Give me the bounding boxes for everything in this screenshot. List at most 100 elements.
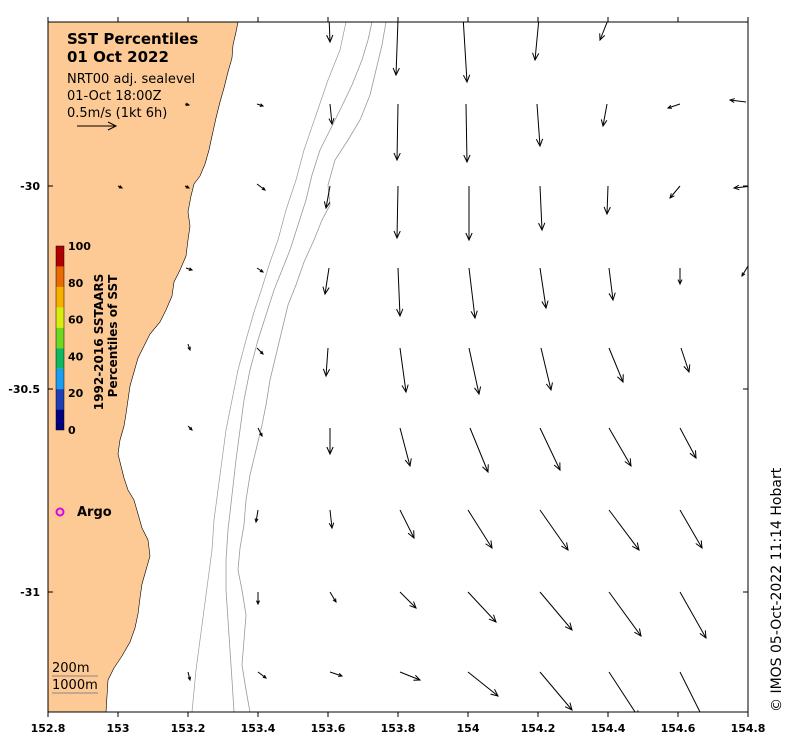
current-vector-arrow	[732, 184, 748, 191]
x-tick-label: 153	[107, 722, 130, 735]
current-vector-arrow	[399, 591, 417, 609]
colorbar-title-line2: Percentiles of SST	[106, 274, 120, 397]
current-vector-arrow	[679, 671, 701, 712]
current-vector-arrow	[539, 591, 573, 631]
x-tick-label: 152.8	[31, 722, 66, 735]
product-label: NRT00 adj. sealevel	[67, 72, 195, 87]
current-vector-arrow	[399, 347, 409, 394]
current-vector-arrow	[468, 267, 478, 320]
current-vector-arrow	[399, 427, 412, 468]
current-vector-arrow	[393, 103, 401, 162]
current-vector-arrow	[326, 22, 334, 44]
current-vector-arrow	[328, 509, 335, 530]
current-vector-arrow	[467, 671, 499, 697]
current-vector-arrow	[187, 425, 193, 431]
argo-label: Argo	[77, 505, 112, 520]
colorbar-segment	[56, 389, 64, 410]
x-tick-label: 154.2	[521, 722, 556, 735]
current-vector-arrow	[256, 267, 265, 273]
current-vector-arrow	[539, 267, 549, 310]
y-tick-label: -30	[20, 180, 40, 193]
current-vector-arrow	[256, 183, 266, 191]
current-vector-arrow	[399, 671, 422, 681]
colorbar-segment	[56, 307, 64, 328]
colorbar-segment	[56, 327, 64, 349]
colorbar-title-line1: 1992-2016 SSTAARS	[92, 274, 106, 410]
credit-label: © IMOS 05-Oct-2022 11:14 Hobart	[769, 467, 785, 712]
percentile-colorbar: 100 80 60 40 20 0	[55, 240, 91, 437]
current-vector-arrow	[539, 671, 573, 711]
colorbar-label: 60	[68, 314, 84, 327]
colorbar-segment	[56, 266, 64, 287]
current-vector-arrow	[465, 186, 473, 242]
current-vector-arrow	[322, 347, 331, 378]
colorbar-label: 80	[68, 277, 84, 290]
current-vector-arrow	[741, 265, 748, 278]
current-vector-arrow	[608, 347, 624, 384]
current-vector-arrow	[666, 103, 681, 109]
current-vector-arrow	[539, 509, 569, 551]
current-vector-arrow	[608, 267, 616, 302]
x-tick-label: 153.8	[381, 722, 416, 735]
colorbar-label: 20	[68, 387, 84, 400]
x-tick-label: 153.2	[171, 722, 206, 735]
current-vector-arrow	[467, 509, 493, 550]
current-vector-arrow	[679, 509, 703, 550]
colorbar-segment	[56, 409, 64, 430]
current-vector-arrow	[608, 509, 640, 551]
scale-label: 0.5m/s (1kt 6h)	[67, 106, 167, 121]
contour-1000m	[237, 22, 387, 712]
current-vector-arrow	[399, 509, 415, 540]
current-vector-arrow	[468, 347, 482, 396]
current-vector-arrow	[184, 185, 191, 189]
colorbar-frame	[55, 245, 65, 431]
current-vector-arrow	[393, 185, 401, 240]
current-vector-arrow	[187, 671, 192, 682]
current-vector-arrow	[257, 427, 263, 438]
current-vector-arrow	[257, 671, 267, 679]
current-vector-arrow	[187, 343, 191, 352]
x-tick-label: 153.4	[241, 722, 276, 735]
y-tick-label: -31	[20, 586, 40, 599]
current-vector-arrow	[256, 103, 265, 107]
current-vector-arrow	[608, 671, 639, 712]
x-tick-label: 154	[457, 722, 480, 735]
current-vector-arrow	[396, 267, 404, 318]
current-vector-arrow	[462, 22, 471, 84]
current-vector-arrow	[540, 347, 553, 392]
current-vector-arrow	[256, 347, 264, 355]
current-vector-arrow	[600, 103, 608, 128]
current-vector-arrow	[469, 427, 489, 474]
current-vector-arrow	[322, 267, 330, 296]
current-vector-arrow	[467, 591, 497, 623]
map-title: SST Percentiles	[67, 30, 198, 48]
colorbar-label: 40	[68, 350, 84, 363]
colorbar-segment	[56, 368, 64, 390]
colorbar-segment	[56, 348, 64, 369]
current-vector-arrow	[185, 267, 194, 271]
current-vector-arrow	[608, 427, 632, 468]
current-vector-arrow	[677, 268, 683, 286]
scale-arrow-icon	[77, 121, 118, 131]
x-tick-label: 154.6	[661, 722, 696, 735]
current-vector-arrow	[728, 98, 747, 104]
current-vector-arrow	[254, 509, 259, 524]
x-tick-label: 154.8	[731, 722, 766, 735]
colorbar-label: 0	[68, 424, 76, 437]
current-vector-arrow	[538, 185, 546, 232]
australia-coastline-land	[48, 22, 239, 712]
current-vector-arrow	[184, 102, 191, 107]
current-vector-arrow	[328, 103, 335, 126]
current-vector-arrow	[329, 671, 344, 677]
current-vector-arrow	[603, 185, 611, 216]
current-vector-arrow	[539, 427, 561, 472]
current-vector-arrow	[669, 185, 681, 199]
colorbar-segment	[56, 246, 64, 267]
current-vector-arrow	[117, 185, 124, 189]
current-vector-arrow	[329, 591, 337, 604]
current-vector-arrow	[599, 22, 608, 42]
colorbar-label: 100	[68, 240, 91, 253]
current-vector-arrow	[323, 185, 331, 210]
contour-shelf-edge	[191, 22, 347, 712]
